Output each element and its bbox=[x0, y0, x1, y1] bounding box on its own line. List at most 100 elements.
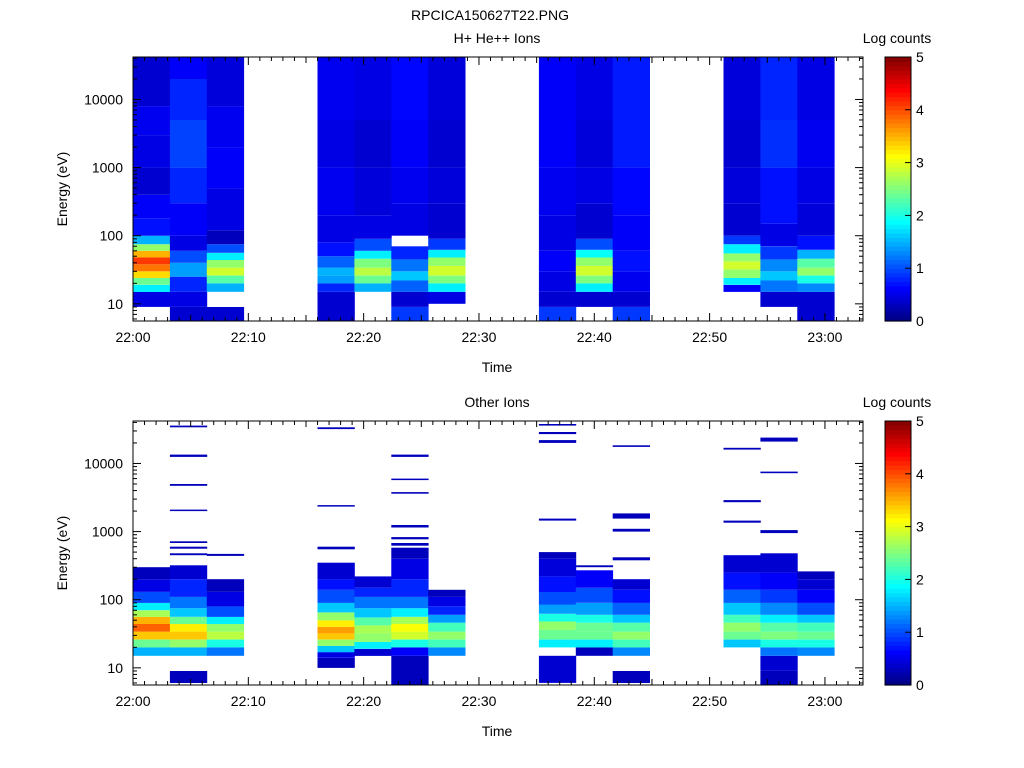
heatmap-cell bbox=[538, 440, 577, 443]
colorbar-swatch bbox=[885, 434, 911, 440]
colorbar-swatch bbox=[885, 277, 911, 282]
heatmap-cell bbox=[575, 602, 614, 615]
heatmap-cell bbox=[538, 271, 577, 292]
heatmap-cell bbox=[354, 275, 392, 284]
heatmap-cell bbox=[206, 616, 245, 624]
heatmap-cell bbox=[317, 579, 355, 590]
heatmap-cell bbox=[723, 167, 761, 204]
colorbar-swatch bbox=[885, 162, 911, 168]
heatmap-cell bbox=[133, 257, 171, 265]
heatmap-cell bbox=[133, 57, 171, 107]
heatmap-cell bbox=[206, 624, 245, 632]
heatmap-cell bbox=[133, 135, 171, 168]
heatmap-cell bbox=[133, 194, 171, 219]
colorbar-swatch bbox=[885, 641, 911, 646]
colorbar-swatch bbox=[885, 65, 911, 71]
heatmap-cell bbox=[133, 592, 171, 603]
heatmap-cell bbox=[797, 639, 835, 648]
heatmap-cell bbox=[354, 215, 392, 239]
heatmap-cell bbox=[428, 291, 466, 304]
colorbar-swatch bbox=[885, 597, 911, 602]
heatmap-cell bbox=[723, 639, 761, 648]
colorbar-swatch bbox=[885, 131, 911, 137]
heatmap-cell bbox=[760, 602, 798, 615]
heatmap-cell bbox=[538, 621, 577, 630]
colorbar-swatch bbox=[885, 663, 911, 668]
x-tick-label: 22:30 bbox=[461, 329, 496, 345]
colorbar-swatch bbox=[885, 438, 911, 444]
colorbar-swatch bbox=[885, 667, 911, 673]
heatmap-cell bbox=[612, 215, 650, 251]
colorbar-swatch bbox=[885, 228, 911, 234]
heatmap-cell bbox=[317, 652, 355, 658]
heatmap-cell bbox=[133, 106, 171, 136]
colorbar-swatch bbox=[885, 605, 911, 611]
heatmap-cell bbox=[169, 671, 208, 683]
heatmap-cell bbox=[206, 188, 245, 231]
heatmap-cell bbox=[612, 250, 650, 272]
heatmap-cell bbox=[354, 167, 392, 216]
colorbar-swatch bbox=[885, 197, 911, 203]
y-axis-label: Energy (eV) bbox=[54, 516, 70, 591]
colorbar-swatch bbox=[885, 500, 911, 506]
heatmap-cell bbox=[760, 639, 798, 648]
heatmap-cell bbox=[206, 592, 245, 607]
heatmap-cell bbox=[317, 283, 355, 292]
heatmap-cell bbox=[391, 596, 429, 609]
heatmap-cell bbox=[723, 203, 761, 236]
heatmap-cell bbox=[428, 238, 466, 250]
heatmap-cell bbox=[169, 120, 208, 168]
colorbar-swatch bbox=[885, 592, 911, 598]
heatmap-cell bbox=[797, 579, 835, 590]
colorbar-swatch bbox=[885, 575, 911, 580]
heatmap-cell bbox=[723, 572, 761, 590]
heatmap-cell bbox=[169, 291, 208, 307]
heatmap-cell bbox=[391, 547, 429, 559]
heatmap-cell bbox=[428, 203, 466, 239]
x-tick-label: 22:20 bbox=[346, 329, 381, 345]
heatmap-cell bbox=[428, 275, 466, 284]
heatmap-cell bbox=[169, 484, 208, 486]
colorbar-swatch bbox=[885, 272, 911, 278]
y-tick-label: 1000 bbox=[92, 160, 123, 176]
heatmap-cell bbox=[538, 629, 577, 640]
heatmap-cell bbox=[760, 614, 798, 623]
colorbar-swatch bbox=[885, 263, 911, 269]
heatmap-cell bbox=[169, 203, 208, 236]
colorbar-swatch bbox=[885, 561, 911, 567]
heatmap-cell bbox=[612, 120, 650, 168]
heatmap-cell bbox=[206, 639, 245, 648]
plot-frame bbox=[132, 56, 864, 322]
colorbar-tick-label: 0 bbox=[916, 677, 924, 693]
heatmap-cell bbox=[169, 639, 208, 648]
heatmap-cell bbox=[538, 604, 577, 614]
colorbar-tick-label: 3 bbox=[916, 155, 924, 171]
heatmap-cell bbox=[575, 639, 614, 648]
heatmap-cell bbox=[760, 259, 798, 272]
colorbar-swatch bbox=[885, 509, 911, 514]
panel-title: H+ He++ Ions bbox=[454, 30, 541, 46]
heatmap-cell bbox=[391, 291, 429, 307]
colorbar-swatch bbox=[885, 145, 911, 150]
heatmap-cell bbox=[575, 614, 614, 623]
heatmap-cell bbox=[538, 558, 577, 577]
colorbar-swatch bbox=[885, 671, 911, 677]
heatmap-cell bbox=[169, 596, 208, 609]
colorbar-swatch bbox=[885, 101, 911, 106]
heatmap-cell bbox=[133, 284, 171, 292]
heatmap-cell bbox=[760, 471, 798, 474]
heatmap-cell bbox=[575, 265, 614, 276]
heatmap-cell bbox=[797, 291, 835, 321]
heatmap-cell bbox=[206, 230, 245, 245]
colorbar-swatch bbox=[885, 219, 911, 225]
heatmap-cell bbox=[169, 235, 208, 251]
heatmap-cell bbox=[797, 631, 835, 640]
heatmap-cell bbox=[317, 275, 355, 284]
heatmap-cell bbox=[797, 647, 835, 656]
heatmap-cell bbox=[575, 203, 614, 239]
colorbar-swatch bbox=[885, 557, 911, 563]
heatmap-cell bbox=[538, 518, 577, 521]
heatmap-cell bbox=[169, 167, 208, 204]
heatmap-cell bbox=[133, 235, 171, 245]
colorbar-swatch bbox=[885, 109, 911, 115]
